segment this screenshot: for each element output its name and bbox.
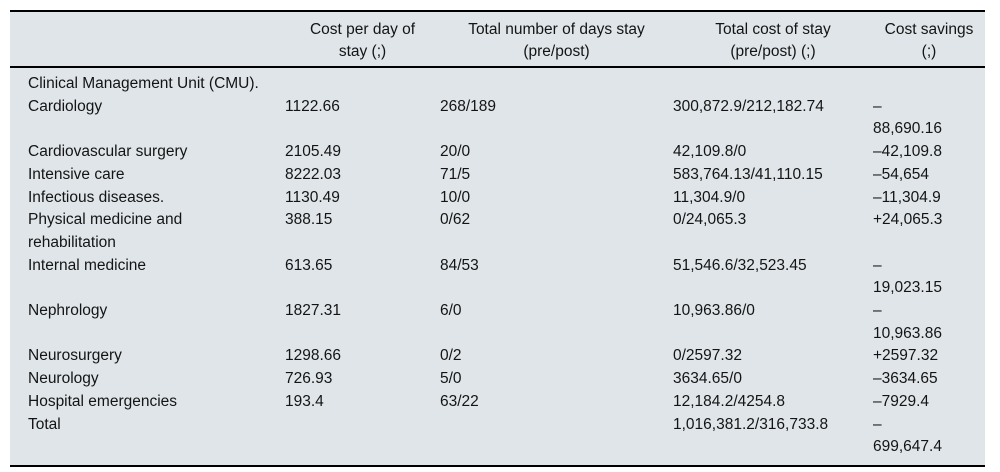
unit-cell: Neurology	[28, 370, 99, 388]
total-cost-cell: 1,016,381.2/316,733.8	[673, 415, 829, 433]
days-cell: 0/2	[440, 347, 462, 365]
days-cell: 63/22	[440, 392, 479, 410]
table-row: Internal medicine 613.65 84/53 51,546.6/…	[10, 255, 985, 300]
column-header-unit	[10, 11, 285, 68]
savings-cell: +2597.32	[873, 347, 939, 365]
table-header: Cost per day of stay (;) Total number of…	[10, 11, 985, 68]
savings-cell: +24,065.3	[873, 211, 943, 229]
cost-per-day-cell: 1130.49	[285, 188, 340, 206]
savings-cell: – 699,647.4	[873, 415, 942, 456]
column-header-total-cost: Total cost of stay (pre/post) (;)	[673, 11, 873, 68]
column-header-cost-per-day: Cost per day of stay (;)	[285, 11, 440, 68]
table-row: Cardiology 1122.66 268/189 300,872.9/212…	[10, 96, 985, 141]
days-cell: 71/5	[440, 165, 471, 183]
cost-per-day-cell	[285, 414, 440, 466]
total-cost-cell: 0/2597.32	[673, 347, 742, 365]
cost-per-day-cell: 1298.66	[285, 347, 342, 365]
savings-cell: –7929.4	[873, 392, 930, 410]
total-cost-cell: 300,872.9/212,182.74	[673, 97, 824, 115]
cost-per-day-cell: 193.4	[285, 392, 324, 410]
days-cell: 0/62	[440, 211, 471, 229]
unit-cell: Physical medicine and rehabilitation	[28, 211, 183, 251]
total-cost-cell: 10,963.86/0	[673, 302, 755, 320]
savings-cell: – 10,963.86	[873, 302, 942, 342]
total-cost-cell: 583,764.13/41,110.15	[673, 165, 823, 183]
total-cost-cell: 12,184.2/4254.8	[673, 392, 786, 410]
total-cost-cell: 11,304.9/0	[673, 188, 746, 206]
days-cell: 20/0	[440, 143, 471, 161]
savings-cell: –42,109.8	[873, 143, 942, 161]
savings-cell: –11,304.9	[873, 188, 941, 206]
unit-cell: Total	[28, 415, 61, 433]
savings-cell: –54,654	[873, 165, 930, 183]
cost-table: Cost per day of stay (;) Total number of…	[10, 10, 985, 467]
section-header-row: Clinical Management Unit (CMU).	[10, 67, 985, 96]
days-cell: 5/0	[440, 370, 462, 388]
unit-cell: Nephrology	[28, 302, 108, 320]
total-cost-cell: 42,109.8/0	[673, 143, 747, 161]
header-row: Cost per day of stay (;) Total number of…	[10, 11, 985, 68]
cost-per-day-cell: 388.15	[285, 211, 333, 229]
cost-per-day-cell: 613.65	[285, 256, 333, 274]
cost-per-day-cell: 8222.03	[285, 165, 342, 183]
cost-per-day-cell: 2105.49	[285, 143, 342, 161]
total-cost-cell: 51,546.6/32,523.45	[673, 256, 807, 274]
cost-per-day-cell: 1122.66	[285, 97, 340, 115]
total-cost-cell: 3634.65/0	[673, 370, 742, 388]
table-row: Neurosurgery 1298.66 0/2 0/2597.32 +2597…	[10, 345, 985, 368]
table-row: Infectious diseases. 1130.49 10/0 11,304…	[10, 187, 985, 210]
table-body: Clinical Management Unit (CMU). Cardiolo…	[10, 67, 985, 466]
days-cell: 6/0	[440, 302, 462, 320]
total-cost-cell: 0/24,065.3	[673, 211, 747, 229]
days-cell: 268/189	[440, 97, 497, 115]
column-header-days-stay: Total number of days stay (pre/post)	[440, 11, 673, 68]
section-header: Clinical Management Unit (CMU).	[28, 75, 259, 92]
table-row: Neurology 726.93 5/0 3634.65/0 –3634.65	[10, 368, 985, 391]
unit-cell: Infectious diseases.	[28, 188, 165, 206]
unit-cell: Internal medicine	[28, 256, 147, 274]
days-cell: 10/0	[440, 188, 471, 206]
cost-per-day-cell: 1827.31	[285, 302, 342, 320]
savings-cell: – 88,690.16	[873, 97, 942, 138]
unit-cell: Neurosurgery	[28, 347, 122, 365]
unit-cell: Intensive care	[28, 165, 125, 183]
days-cell	[440, 414, 673, 466]
savings-cell: – 19,023.15	[873, 256, 942, 297]
column-header-cost-savings: Cost savings (;)	[873, 11, 985, 68]
unit-cell: Cardiovascular surgery	[28, 143, 188, 161]
table-row-total: Total 1,016,381.2/316,733.8 – 699,647.4	[10, 414, 985, 466]
table-row: Cardiovascular surgery 2105.49 20/0 42,1…	[10, 141, 985, 164]
unit-cell: Hospital emergencies	[28, 392, 178, 410]
cost-per-day-cell: 726.93	[285, 370, 333, 388]
table-row: Hospital emergencies 193.4 63/22 12,184.…	[10, 391, 985, 414]
paper-table-container: Cost per day of stay (;) Total number of…	[10, 10, 985, 467]
unit-cell: Cardiology	[28, 97, 103, 115]
table-row: Intensive care 8222.03 71/5 583,764.13/4…	[10, 164, 985, 187]
savings-cell: –3634.65	[873, 370, 938, 388]
table-row: Nephrology 1827.31 6/0 10,963.86/0 – 10,…	[10, 300, 985, 345]
days-cell: 84/53	[440, 256, 479, 274]
table-row: Physical medicine and rehabilitation 388…	[10, 209, 985, 254]
